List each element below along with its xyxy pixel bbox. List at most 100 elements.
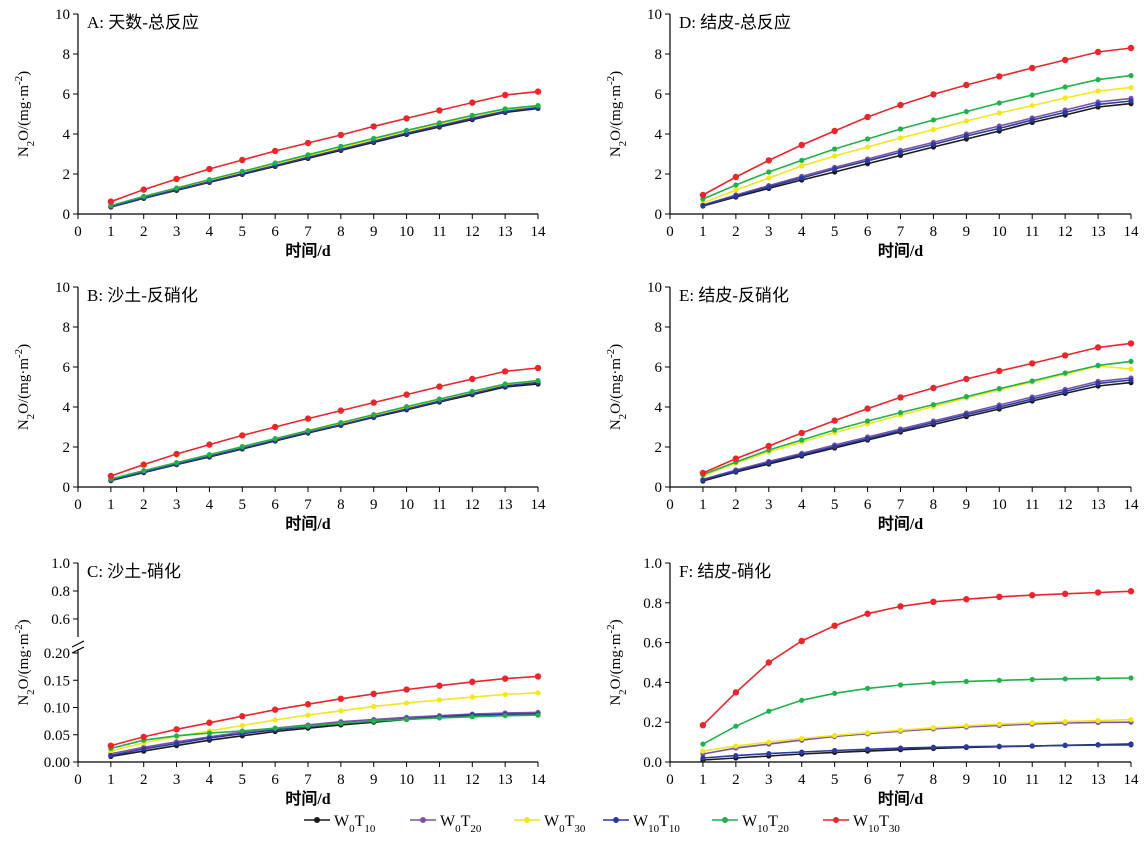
data-point [338,708,344,714]
data-point [831,622,838,629]
legend-swatch-marker [314,817,320,823]
data-point [305,723,311,729]
y-tick-label: 10 [647,7,662,23]
data-point [371,703,377,710]
data-point [1128,717,1134,723]
data-point [469,714,475,720]
data-point [766,708,772,714]
data-point [963,744,969,750]
y-tick-label: 8 [655,320,663,336]
legend: W0T10 W0T20 W0T30 W10T10 W10T20 W10T30 [304,813,900,835]
legend-label: W0T30 [544,813,586,835]
data-point [1062,370,1068,376]
data-point [832,427,838,433]
data-point [403,700,410,706]
data-point [1095,101,1101,107]
series-line-0 [702,102,1132,207]
series-line-2 [110,105,539,207]
y-tick-label: 0.6 [51,612,70,628]
x-tick-label: 2 [732,497,740,513]
data-point [1061,56,1069,64]
x-tick-label: 5 [239,224,247,240]
y-tick-label: 0 [63,480,71,496]
data-point [930,744,937,750]
x-tick-label: 7 [304,497,312,513]
series-line-4 [702,677,1132,745]
data-point [832,732,838,739]
x-tick-label: 0 [666,772,674,788]
x-tick-label: 9 [370,772,378,788]
data-point [1062,109,1068,115]
y-tick-label: 8 [655,47,663,63]
x-tick-label: 14 [1124,772,1140,788]
data-point [1127,44,1135,52]
data-point [1127,588,1135,595]
legend-swatch-marker [524,817,530,823]
x-tick-label: 7 [304,772,312,788]
axis-break-mark [71,640,85,648]
data-point [699,469,707,477]
x-tick-label: 4 [798,497,806,513]
legend-item: W0T30 [514,813,586,835]
y-tick-label: 4 [655,400,663,416]
data-point [338,720,344,726]
data-point [534,88,542,95]
data-point [206,177,213,183]
series-line-1 [702,377,1132,481]
data-point [304,139,312,147]
y-tick-label: 1.0 [51,556,70,572]
x-tick-label: 12 [465,224,480,240]
y-tick-label: 8 [63,47,71,63]
data-point [272,725,278,731]
data-point [897,135,904,141]
data-point [733,182,739,188]
data-point [1095,77,1101,83]
x-tick-label: 4 [798,224,806,240]
x-tick-label: 9 [370,497,378,513]
x-tick-label: 1 [699,772,707,788]
x-tick-label: 6 [271,772,279,788]
data-point [502,381,508,387]
y-tick-label: 0.15 [44,673,70,689]
data-point [699,191,707,199]
data-point [799,157,805,163]
data-point [996,367,1003,375]
data-point [436,682,443,689]
data-point [535,712,541,718]
x-tick-label: 7 [897,497,905,513]
x-tick-label: 12 [1058,224,1073,240]
data-point [963,678,969,685]
panel-title: F: 结皮-硝化 [679,562,771,581]
data-point [930,725,937,731]
y-tick-label: 0.00 [44,755,70,771]
x-tick-label: 10 [399,224,414,240]
data-point [930,598,937,606]
data-point [535,690,541,696]
x-tick-label: 10 [399,497,414,513]
data-point [733,743,739,749]
x-tick-label: 5 [831,497,839,513]
data-point [469,375,476,383]
data-point [206,730,213,736]
data-point [897,428,904,434]
data-point [1061,590,1069,598]
data-point [502,106,508,112]
chart-panel-5: 0 1 2 3 4 5 6 7 8 9 10 11 12 13 140.00.20.40.60.81.0 F:… [605,556,1139,808]
x-tick-label: 2 [732,772,740,788]
data-point [798,141,805,149]
data-point [897,126,904,132]
data-point [1062,388,1068,394]
x-tick-label: 8 [337,772,345,788]
data-point [1094,589,1102,596]
data-point [864,746,871,752]
legend-swatch-marker [420,817,426,823]
data-point [370,399,377,406]
data-point [996,73,1003,80]
data-point [1029,64,1036,72]
x-tick-label: 0 [74,497,82,513]
data-point [272,717,278,723]
y-tick-label: 10 [647,280,662,296]
data-point [239,156,246,164]
data-point [206,452,213,458]
panel-title: A: 天数-总反应 [87,13,199,32]
